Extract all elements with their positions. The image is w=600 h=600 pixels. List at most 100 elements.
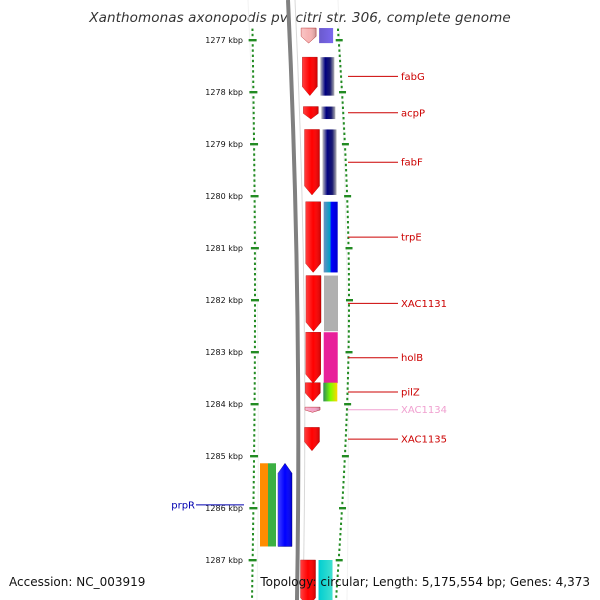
outer-minor-tick: [345, 423, 348, 427]
scale-minor-tick: [252, 533, 255, 536]
scale-minor-tick: [253, 210, 256, 213]
outer-major-tick: [335, 559, 343, 562]
gene-label[interactable]: trpE: [401, 233, 422, 244]
kbp-tick-label: 1277 kbp: [205, 36, 243, 45]
gene-arrow-shading: [300, 560, 316, 600]
gene-label[interactable]: acpP: [401, 108, 425, 119]
scale-minor-tick: [252, 96, 255, 99]
gene-label[interactable]: XAC1135: [401, 435, 447, 446]
scale-minor-tick: [253, 153, 256, 156]
outer-minor-tick: [346, 377, 349, 380]
outer-minor-tick: [346, 387, 349, 390]
scale-minor-tick: [252, 127, 255, 130]
outer-minor-tick: [338, 543, 341, 546]
scale-minor-tick: [253, 335, 256, 338]
scale-minor-tick: [252, 132, 255, 135]
scale-major-tick: [250, 403, 259, 406]
outer-minor-tick: [346, 215, 349, 219]
gene-arrow-shading: [304, 129, 320, 195]
outer-minor-tick: [344, 444, 347, 447]
gene-label[interactable]: holB: [401, 353, 423, 364]
outer-major-tick: [345, 351, 353, 354]
scale-minor-tick: [252, 101, 255, 104]
scale-minor-tick: [253, 356, 256, 359]
outer-minor-tick: [339, 65, 342, 68]
cog-category-bar: [323, 201, 338, 273]
outer-minor-tick: [347, 293, 350, 297]
outer-minor-tick: [341, 496, 344, 499]
outer-minor-tick: [343, 460, 346, 463]
outer-minor-tick: [344, 163, 347, 167]
scale-major-tick: [250, 195, 259, 198]
outer-minor-tick: [336, 574, 339, 577]
scale-minor-tick: [253, 226, 256, 229]
outer-minor-tick: [347, 241, 350, 245]
scale-minor-tick: [252, 470, 255, 473]
gene-label[interactable]: XAC1131: [401, 299, 447, 310]
scale-minor-tick: [253, 439, 256, 442]
scale-minor-tick: [253, 184, 256, 187]
kbp-tick-label: 1281 kbp: [205, 244, 243, 253]
gene-arrow-shading: [305, 275, 321, 332]
scale-minor-tick: [253, 397, 256, 401]
outer-minor-tick: [346, 397, 349, 401]
cog-category-bar: [260, 463, 268, 547]
scale-minor-tick: [253, 236, 256, 239]
scale-minor-tick: [253, 148, 256, 151]
scale-minor-tick: [251, 590, 254, 593]
outer-minor-tick: [342, 111, 345, 115]
kbp-tick-label: 1286 kbp: [205, 504, 243, 513]
outer-major-tick: [346, 299, 353, 302]
outer-minor-tick: [344, 158, 347, 161]
outer-minor-tick: [337, 28, 340, 31]
gene-label[interactable]: XAC1134: [401, 405, 447, 416]
outer-major-tick: [341, 455, 349, 458]
gene-label[interactable]: prpR: [171, 500, 195, 511]
outer-minor-tick: [345, 169, 348, 172]
gene-arrow-shading: [278, 463, 292, 547]
cog-category-bar: [322, 129, 337, 195]
scale-minor-tick: [251, 54, 254, 57]
outer-minor-tick: [342, 486, 345, 489]
outer-minor-tick: [344, 148, 347, 151]
outer-minor-tick: [347, 267, 350, 271]
scale-minor-tick: [253, 257, 256, 260]
cog-category-bar: [320, 57, 335, 96]
outer-minor-tick: [342, 117, 345, 120]
outer-minor-tick: [347, 371, 350, 375]
scale-minor-tick: [253, 382, 256, 385]
scale-minor-tick: [253, 231, 256, 234]
gene-label[interactable]: fabF: [401, 158, 423, 169]
outer-minor-tick: [347, 330, 350, 333]
outer-minor-tick: [347, 361, 350, 364]
cog-category-bar: [323, 382, 338, 402]
outer-minor-tick: [342, 481, 345, 484]
outer-minor-tick: [337, 569, 340, 572]
kbp-tick-label: 1284 kbp: [205, 400, 243, 409]
outer-minor-tick: [343, 127, 346, 130]
gene-label[interactable]: pilZ: [401, 388, 420, 399]
outer-minor-tick: [347, 257, 350, 260]
scale-minor-tick: [253, 163, 256, 167]
outer-minor-tick: [347, 252, 350, 255]
outer-minor-tick: [342, 122, 345, 125]
scale-major-tick: [250, 351, 259, 354]
scale-minor-tick: [251, 543, 254, 546]
kbp-tick-label: 1287 kbp: [205, 556, 243, 565]
scale-minor-tick: [252, 486, 255, 489]
gene-label[interactable]: fabG: [401, 72, 425, 83]
outer-minor-tick: [347, 283, 350, 286]
kbp-tick-label: 1278 kbp: [205, 88, 243, 97]
scale-minor-tick: [253, 449, 256, 453]
outer-minor-tick: [335, 595, 338, 598]
outer-minor-tick: [345, 408, 348, 411]
scale-minor-tick: [253, 413, 256, 416]
outer-minor-tick: [335, 590, 338, 593]
gene-arrow-shading: [305, 201, 321, 273]
gene-arrow-shading: [305, 382, 321, 402]
outer-minor-tick: [338, 54, 341, 57]
outer-minor-tick: [347, 236, 350, 239]
scale-minor-tick: [252, 106, 255, 109]
scale-minor-tick: [252, 481, 255, 484]
